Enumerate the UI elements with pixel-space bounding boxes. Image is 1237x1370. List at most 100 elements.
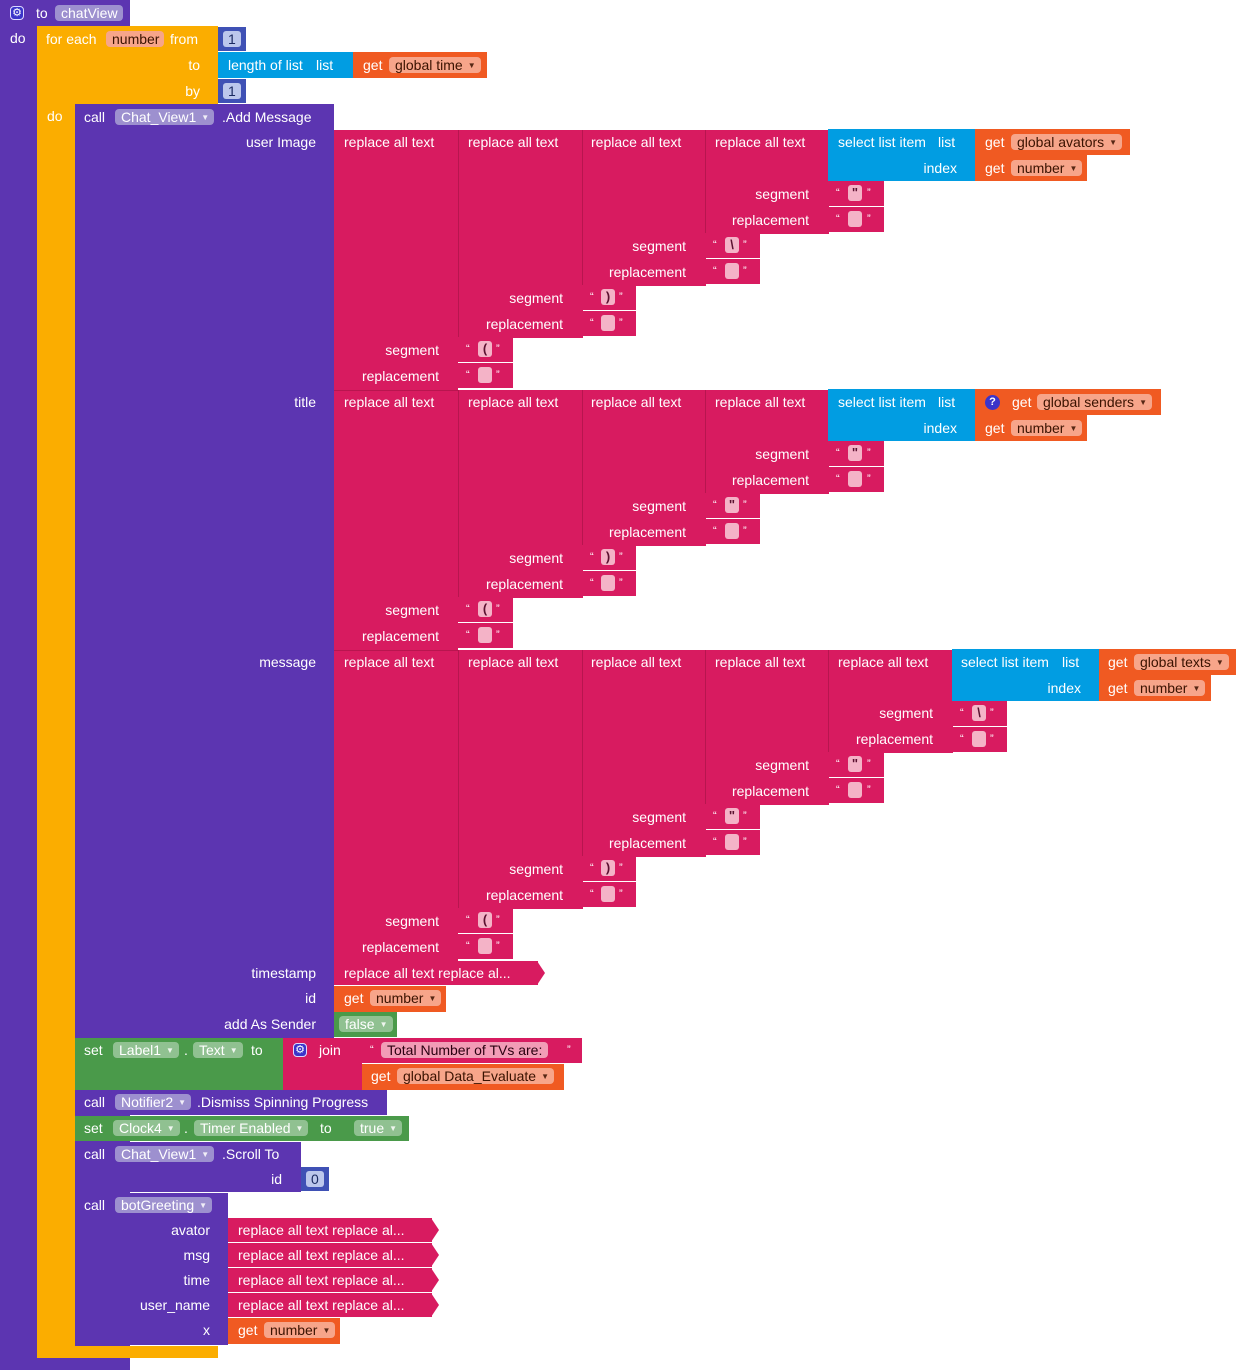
text-string-value[interactable]: ) bbox=[601, 860, 615, 876]
label1-component-dropdown[interactable]: Label1 ▼ bbox=[113, 1042, 179, 1058]
timer-enabled-property-dropdown[interactable]: Timer Enabled ▼ bbox=[194, 1120, 309, 1136]
text-string-value[interactable]: " bbox=[848, 185, 862, 201]
replace-all-text-block[interactable] bbox=[334, 390, 458, 651]
replace-all-text-block[interactable] bbox=[458, 390, 583, 598]
select-list-item-block[interactable] bbox=[828, 389, 975, 441]
number-variable-field[interactable]: number ▼ bbox=[264, 1322, 336, 1338]
segment-label: segment bbox=[385, 342, 439, 358]
get-label: get bbox=[1012, 394, 1032, 410]
global-time-field[interactable]: global time ▼ bbox=[389, 57, 481, 73]
text-string-value[interactable]: ( bbox=[478, 601, 492, 617]
collapsed-replace-block[interactable] bbox=[334, 961, 538, 985]
text-string-value[interactable]: " bbox=[725, 497, 739, 513]
replace-all-text-block[interactable] bbox=[828, 650, 953, 753]
text-string-value[interactable] bbox=[972, 731, 986, 747]
number-variable-field[interactable]: number ▼ bbox=[1011, 160, 1083, 176]
global-texts-field[interactable]: global texts ▼ bbox=[1134, 654, 1229, 670]
add-as-sender-param-label: add As Sender bbox=[224, 1016, 316, 1032]
text-string-value[interactable]: " bbox=[848, 756, 862, 772]
text-string-value[interactable]: \ bbox=[972, 705, 986, 721]
replace-all-text-block[interactable] bbox=[705, 390, 829, 494]
select-list-index-label: index bbox=[923, 160, 957, 176]
replace-all-text-block[interactable] bbox=[458, 130, 583, 338]
segment-label: segment bbox=[385, 913, 439, 929]
text-string-value[interactable]: ( bbox=[478, 912, 492, 928]
text-string-value[interactable] bbox=[478, 627, 492, 643]
collapsed-replace-block[interactable] bbox=[228, 1293, 432, 1317]
replace-all-text-block[interactable] bbox=[582, 130, 706, 286]
global-data-evaluate-field[interactable]: global Data_Evaluate ▼ bbox=[397, 1068, 555, 1084]
chat-view-component-dropdown[interactable]: Chat_View1 ▼ bbox=[115, 109, 215, 125]
loop-variable-field[interactable]: number bbox=[106, 31, 165, 47]
text-string-value[interactable]: ) bbox=[601, 289, 615, 305]
text-property-dropdown[interactable]: Text ▼ bbox=[193, 1042, 243, 1058]
replace-all-text-block[interactable] bbox=[582, 650, 706, 857]
notifier2-component-dropdown[interactable]: Notifier2 ▼ bbox=[115, 1094, 192, 1110]
text-string-value[interactable] bbox=[725, 523, 739, 539]
false-dropdown[interactable]: false ▼ bbox=[339, 1016, 393, 1032]
call-label: call bbox=[84, 109, 106, 125]
text-string-value[interactable]: Total Number of TVs are: bbox=[381, 1042, 549, 1058]
replace-all-text-block[interactable] bbox=[334, 650, 458, 961]
text-string-value[interactable]: ) bbox=[601, 549, 615, 565]
length-of-list-block[interactable] bbox=[218, 52, 353, 78]
collapsed-replace-block[interactable] bbox=[228, 1243, 432, 1267]
add-message-block[interactable] bbox=[75, 104, 334, 1038]
segment-label: segment bbox=[755, 757, 809, 773]
replace-all-text-block[interactable] bbox=[458, 650, 583, 909]
replace-all-text-block[interactable] bbox=[582, 390, 706, 546]
bot-greeting-block[interactable] bbox=[75, 1193, 228, 1345]
global-senders-field[interactable]: global senders ▼ bbox=[1037, 394, 1152, 410]
text-string-value[interactable] bbox=[601, 315, 615, 331]
by-number-value[interactable]: 1 bbox=[223, 83, 241, 99]
text-string-value[interactable]: \ bbox=[725, 237, 739, 253]
true-dropdown[interactable]: true ▼ bbox=[354, 1120, 403, 1136]
text-string-value[interactable]: " bbox=[725, 808, 739, 824]
replace-all-text-block[interactable] bbox=[705, 130, 829, 234]
text-string-value[interactable] bbox=[725, 263, 739, 279]
number-variable-field[interactable]: number ▼ bbox=[370, 990, 442, 1006]
global-avators-field[interactable]: global avators ▼ bbox=[1011, 134, 1123, 150]
call-label: call bbox=[84, 1146, 106, 1162]
chat-view-component-dropdown[interactable]: Chat_View1 ▼ bbox=[115, 1146, 215, 1162]
replacement-label: replacement bbox=[485, 576, 563, 592]
replace-all-text-block[interactable] bbox=[334, 130, 458, 390]
text-string-value[interactable] bbox=[601, 886, 615, 902]
replacement-label: replacement bbox=[608, 524, 686, 540]
set-label-block[interactable] bbox=[75, 1038, 283, 1090]
help-icon[interactable]: ? bbox=[985, 395, 1000, 410]
collapsed-replace-block[interactable] bbox=[228, 1218, 432, 1242]
replacement-label: replacement bbox=[731, 212, 809, 228]
replace-all-text-label: replace all text bbox=[344, 654, 435, 670]
clock4-component-dropdown[interactable]: Clock4 ▼ bbox=[113, 1120, 180, 1136]
bot-greeting-procedure-dropdown[interactable]: botGreeting ▼ bbox=[115, 1197, 213, 1213]
replacement-label: replacement bbox=[361, 368, 439, 384]
text-string-value[interactable]: " bbox=[848, 445, 862, 461]
number-variable-field[interactable]: number ▼ bbox=[1011, 420, 1083, 436]
select-list-item-block[interactable] bbox=[952, 649, 1099, 701]
text-string-value[interactable] bbox=[478, 938, 492, 954]
collapsed-replace-label: replace all text replace al... bbox=[344, 965, 511, 981]
text-string-value[interactable] bbox=[848, 782, 862, 798]
collapsed-arrow bbox=[431, 1243, 439, 1267]
x-param-label: x bbox=[203, 1322, 210, 1338]
gear-icon[interactable]: ⚙ bbox=[10, 6, 24, 20]
for-each-loop-footer[interactable] bbox=[37, 1346, 218, 1358]
text-string-value[interactable]: ( bbox=[478, 341, 492, 357]
length-of-list-label: length of list bbox=[228, 57, 303, 73]
gear-icon[interactable]: ⚙ bbox=[293, 1043, 307, 1057]
number-variable-field[interactable]: number ▼ bbox=[1134, 680, 1206, 696]
text-string-value[interactable] bbox=[601, 575, 615, 591]
id-number-value[interactable]: 0 bbox=[306, 1171, 324, 1187]
text-string-value[interactable] bbox=[478, 367, 492, 383]
replace-all-text-block[interactable] bbox=[705, 650, 829, 805]
text-string-value[interactable] bbox=[848, 211, 862, 227]
select-list-item-block[interactable] bbox=[828, 129, 975, 181]
collapsed-replace-block[interactable] bbox=[228, 1268, 432, 1292]
from-number-value[interactable]: 1 bbox=[223, 31, 241, 47]
text-string-value[interactable] bbox=[725, 834, 739, 850]
for-each-loop-spine[interactable] bbox=[37, 104, 75, 1352]
text-string-value[interactable] bbox=[848, 471, 862, 487]
procedure-name-field[interactable]: chatView bbox=[55, 5, 123, 21]
segment-label: segment bbox=[755, 446, 809, 462]
